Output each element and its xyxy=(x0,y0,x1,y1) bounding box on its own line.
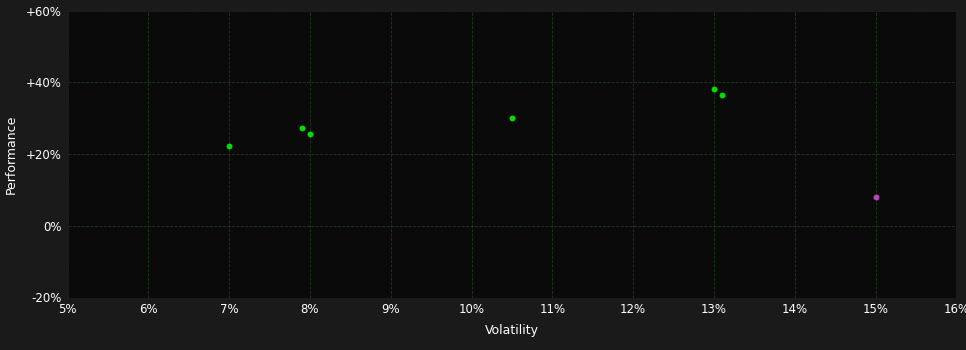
X-axis label: Volatility: Volatility xyxy=(485,324,539,337)
Point xyxy=(221,143,237,149)
Point xyxy=(302,132,318,137)
Point xyxy=(867,194,883,200)
Point xyxy=(295,125,310,131)
Point xyxy=(504,116,520,121)
Y-axis label: Performance: Performance xyxy=(5,114,17,194)
Point xyxy=(714,92,729,98)
Point xyxy=(706,87,722,92)
